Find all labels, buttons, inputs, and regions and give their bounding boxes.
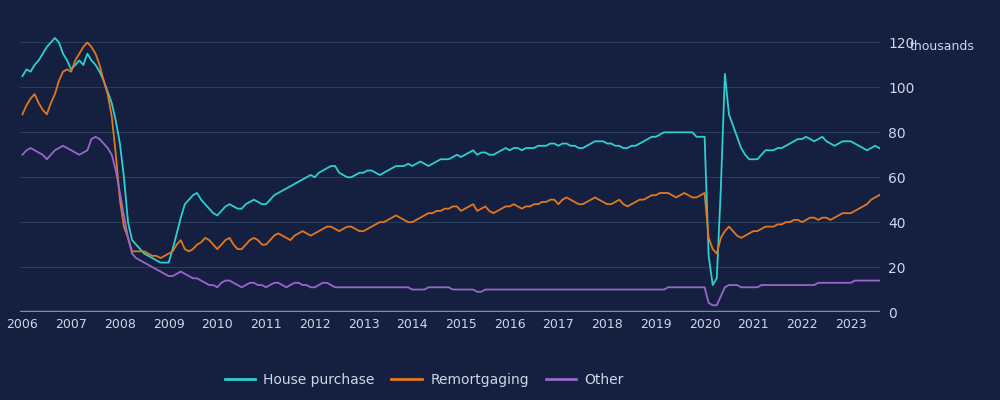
Text: thousands: thousands — [910, 40, 975, 53]
Legend: House purchase, Remortgaging, Other: House purchase, Remortgaging, Other — [219, 368, 629, 393]
